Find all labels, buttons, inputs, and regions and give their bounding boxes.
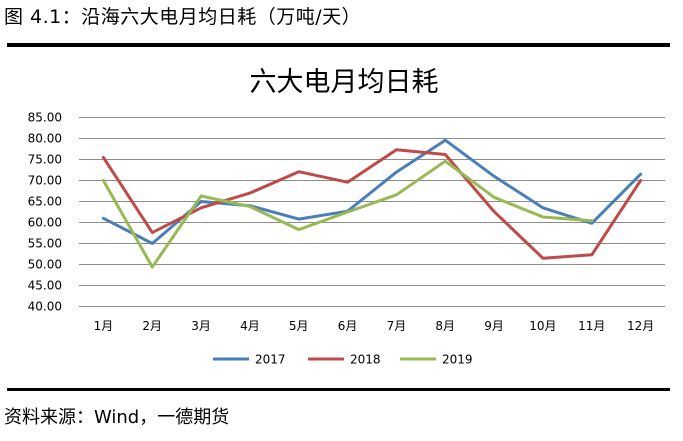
series-line-2018: [101, 148, 643, 260]
x-tick-label: 6月: [338, 319, 358, 333]
legend: 2017 2018 2019: [213, 353, 473, 367]
gridlines: [79, 117, 665, 307]
series-lines: [101, 138, 643, 269]
legend-label: 2017: [255, 353, 286, 367]
bottom-rule: [7, 388, 670, 391]
x-tick-label: 11月: [578, 319, 605, 333]
legend-item-2018: 2018: [308, 353, 381, 367]
x-tick-label: 7月: [387, 319, 407, 333]
x-axis-labels: 1月 2月 3月 4月 5月 6月 7月 8月 9月 10月 11月 12月: [94, 319, 655, 333]
x-tick-label: 4月: [240, 319, 260, 333]
y-tick-label: 50.00: [28, 258, 62, 272]
legend-item-2019: 2019: [400, 353, 473, 367]
y-tick-label: 80.00: [28, 132, 62, 146]
top-rule: [7, 43, 670, 47]
legend-label: 2019: [442, 353, 473, 367]
x-tick-label: 9月: [484, 319, 504, 333]
x-tick-label: 2月: [142, 319, 162, 333]
legend-item-2017: 2017: [213, 353, 286, 367]
series-line-2019: [101, 159, 594, 269]
y-tick-label: 45.00: [28, 279, 62, 293]
y-axis-labels: 40.00 45.00 50.00 55.00 60.00 65.00 70.00 75.00…: [28, 111, 62, 314]
y-tick-label: 75.00: [28, 153, 62, 167]
x-tick-label: 10月: [529, 319, 556, 333]
x-tick-label: 5月: [289, 319, 309, 333]
chart-title: 六大电月均日耗: [250, 67, 439, 98]
figure-caption: 图 4.1：沿海六大电月均日耗（万吨/天）: [4, 6, 362, 28]
y-tick-label: 70.00: [28, 174, 62, 188]
y-tick-label: 60.00: [28, 216, 62, 230]
y-tick-label: 55.00: [28, 237, 62, 251]
y-tick-label: 40.00: [28, 300, 62, 314]
y-tick-label: 85.00: [28, 111, 62, 125]
x-tick-label: 12月: [627, 319, 654, 333]
y-tick-label: 65.00: [28, 195, 62, 209]
legend-label: 2018: [350, 353, 381, 367]
series-line-2017: [101, 138, 643, 245]
x-tick-label: 1月: [94, 319, 114, 333]
source-note: 资料来源：Wind，一德期货: [4, 407, 230, 428]
x-tick-label: 8月: [435, 319, 455, 333]
x-tick-label: 3月: [191, 319, 211, 333]
